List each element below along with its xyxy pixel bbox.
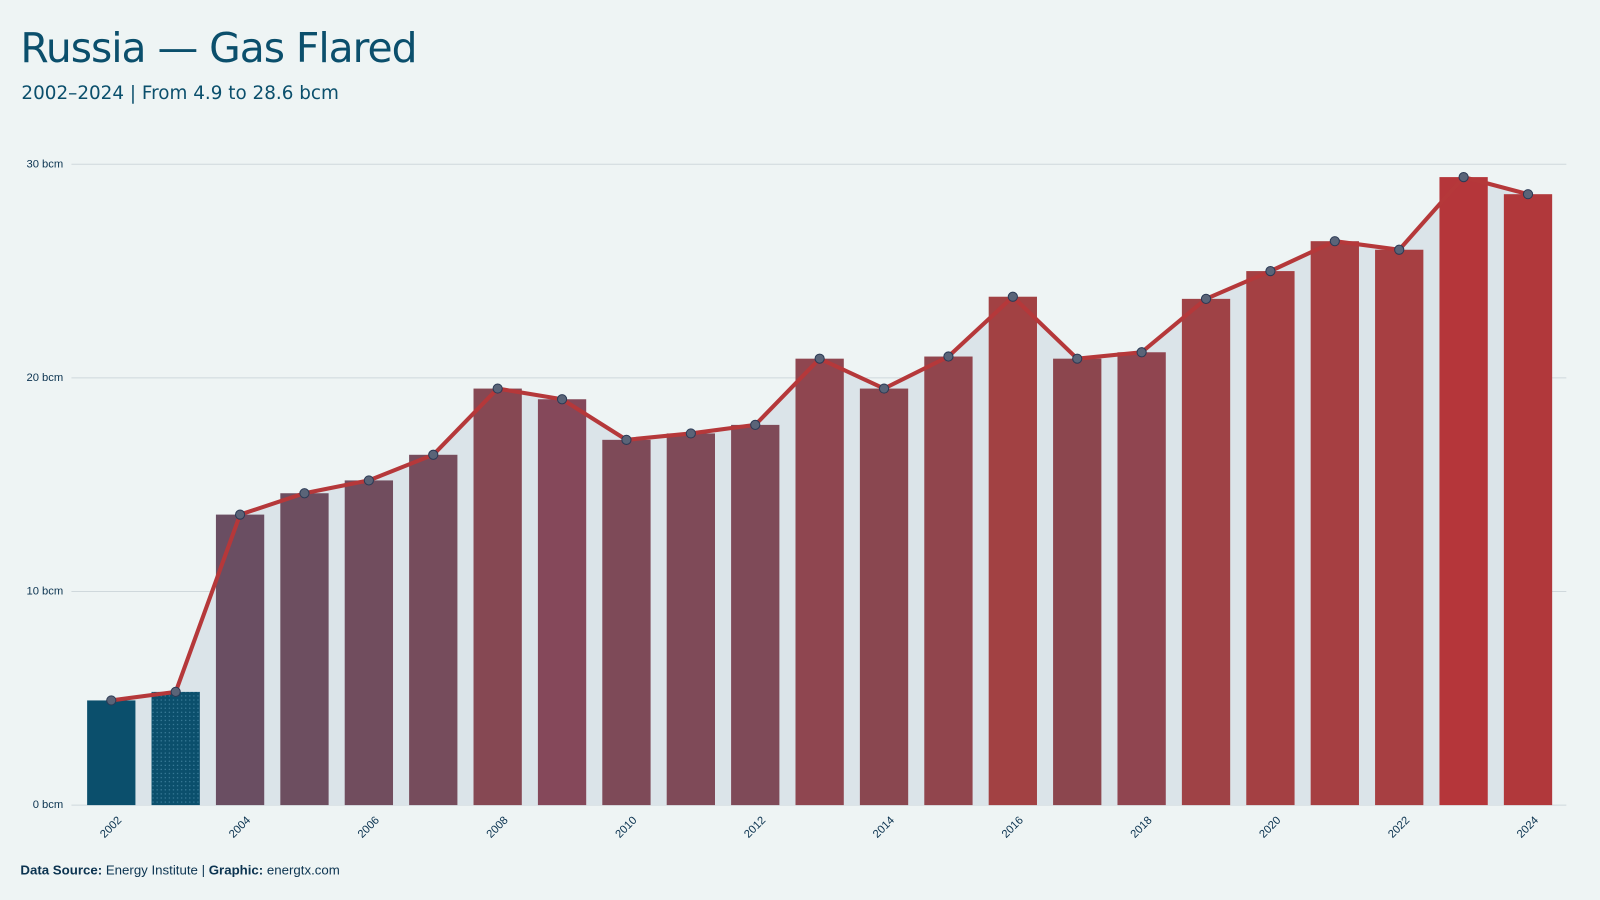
y-tick-label: 20 bcm — [26, 372, 63, 384]
bar — [1310, 241, 1359, 806]
chart-title: Russia — Gas Flared — [20, 24, 416, 72]
bar — [795, 358, 844, 806]
x-tick-label: 2012 — [742, 814, 768, 840]
marker — [106, 695, 117, 706]
marker — [1329, 236, 1340, 247]
graphic: energtx.com — [267, 862, 340, 877]
marker — [1394, 244, 1405, 255]
source: Energy Institute — [106, 862, 198, 877]
chart-subtitle: 2002–2024 | From 4.9 to 28.6 bcm — [21, 83, 338, 104]
x-tick-label: 2016 — [1000, 814, 1026, 840]
bar — [344, 480, 394, 806]
bar — [859, 388, 909, 806]
y-tick-label: 10 bcm — [26, 585, 63, 597]
marker — [1072, 353, 1083, 364]
source-label: Data Source: — [20, 862, 102, 877]
marker — [1458, 171, 1469, 183]
bar — [602, 439, 651, 806]
marker — [1200, 293, 1212, 304]
x-tick-label: 2002 — [98, 814, 124, 840]
marker — [750, 419, 761, 430]
marker — [234, 509, 246, 520]
footer: Data Source: Energy Institute | Graphic:… — [20, 862, 339, 877]
y-tick-label: 30 bcm — [26, 158, 63, 170]
bar — [473, 388, 522, 806]
bar — [1053, 358, 1102, 806]
marker — [1007, 291, 1018, 302]
x-tick-label: 2022 — [1386, 814, 1412, 840]
bar — [537, 399, 587, 806]
marker — [492, 383, 503, 394]
bar — [731, 424, 780, 806]
x-tick-label: 2020 — [1257, 814, 1283, 840]
bar — [151, 691, 200, 806]
x-tick-label: 2018 — [1129, 814, 1155, 840]
bar — [1375, 249, 1424, 806]
marker — [943, 351, 954, 362]
marker — [1136, 347, 1147, 358]
bar — [1181, 298, 1231, 806]
bar — [87, 700, 136, 806]
marker — [170, 686, 181, 697]
x-tick-label: 2014 — [871, 814, 897, 840]
y-tick-label: 0 bcm — [33, 799, 64, 811]
bar — [924, 356, 973, 806]
bar — [1246, 271, 1295, 806]
graphic-label: Graphic: — [209, 862, 263, 877]
bar — [1117, 352, 1166, 806]
marker — [428, 449, 439, 460]
marker — [1522, 189, 1534, 200]
marker — [814, 353, 825, 364]
marker — [363, 475, 374, 486]
marker — [685, 428, 696, 439]
marker — [1265, 265, 1276, 277]
marker — [621, 434, 632, 445]
separator: | — [202, 862, 205, 877]
bar — [280, 493, 329, 806]
bar — [666, 433, 715, 806]
bar — [1503, 194, 1553, 806]
bar — [409, 454, 458, 806]
marker — [299, 488, 310, 499]
x-tick-label: 2024 — [1515, 814, 1541, 840]
bar — [988, 296, 1037, 806]
marker — [878, 383, 890, 394]
marker — [556, 394, 568, 405]
bar — [1439, 177, 1488, 806]
x-tick-label: 2006 — [356, 814, 382, 840]
x-tick-label: 2010 — [613, 814, 639, 840]
x-tick-label: 2004 — [227, 814, 253, 840]
x-tick-label: 2008 — [485, 814, 511, 840]
